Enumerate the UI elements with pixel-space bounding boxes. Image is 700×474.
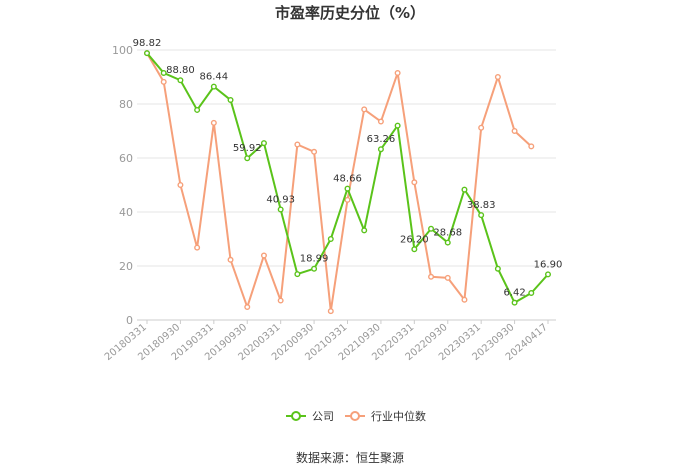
data-point bbox=[344, 185, 351, 192]
data-point bbox=[210, 119, 217, 126]
data-point bbox=[444, 239, 451, 246]
data-labels: 98.82 88.80 86.44 59.92 40.93 18.99 48.66 63.26… bbox=[133, 38, 563, 298]
data-label: 6.42 bbox=[503, 288, 525, 299]
data-label: 59.92 bbox=[233, 143, 262, 154]
data-point bbox=[294, 141, 301, 148]
data-point bbox=[428, 225, 435, 232]
data-point bbox=[461, 296, 468, 303]
data-point bbox=[511, 299, 518, 306]
y-tick-label: 100 bbox=[112, 44, 133, 57]
data-point bbox=[377, 118, 384, 125]
data-point bbox=[478, 124, 485, 131]
y-tick-label: 40 bbox=[119, 206, 133, 219]
data-point bbox=[227, 96, 234, 103]
data-point bbox=[528, 290, 535, 297]
legend-label: 行业中位数 bbox=[371, 409, 426, 423]
data-label: 18.99 bbox=[300, 254, 329, 265]
data-point bbox=[260, 140, 267, 147]
data-point bbox=[177, 181, 184, 188]
data-point bbox=[244, 304, 251, 311]
data-label: 26.20 bbox=[400, 234, 429, 245]
chart-title: 市盈率历史分位（%） bbox=[275, 4, 425, 22]
data-point bbox=[545, 271, 552, 278]
data-point bbox=[260, 252, 267, 259]
data-point bbox=[494, 73, 501, 80]
data-point bbox=[160, 78, 167, 85]
y-tick-label: 20 bbox=[119, 260, 133, 273]
data-point bbox=[177, 77, 184, 84]
data-label: 98.82 bbox=[133, 38, 162, 49]
data-point bbox=[377, 146, 384, 153]
legend-marker bbox=[291, 411, 301, 421]
y-tick-label: 0 bbox=[126, 314, 133, 327]
data-label: 16.90 bbox=[534, 259, 563, 270]
data-point bbox=[227, 256, 234, 263]
series-group bbox=[143, 50, 552, 315]
data-point bbox=[311, 265, 318, 272]
data-label: 48.66 bbox=[333, 174, 362, 185]
data-point bbox=[143, 50, 150, 57]
data-point bbox=[294, 271, 301, 278]
data-point bbox=[277, 297, 284, 304]
data-point bbox=[461, 186, 468, 193]
y-tick-label: 60 bbox=[119, 152, 133, 165]
data-point bbox=[478, 212, 485, 219]
data-point bbox=[394, 122, 401, 129]
data-point bbox=[344, 196, 351, 203]
source-note: 数据来源：恒生聚源 bbox=[296, 450, 404, 465]
data-label: 88.80 bbox=[166, 65, 195, 76]
data-point bbox=[361, 227, 368, 234]
data-point bbox=[210, 83, 217, 90]
data-point bbox=[327, 235, 334, 242]
legend-label: 公司 bbox=[312, 410, 334, 423]
y-tick-label: 80 bbox=[119, 98, 133, 111]
data-point bbox=[394, 69, 401, 76]
data-point bbox=[428, 273, 435, 280]
series-line bbox=[146, 52, 532, 313]
data-label: 40.93 bbox=[266, 194, 295, 205]
data-label: 63.26 bbox=[367, 134, 396, 145]
data-label: 28.68 bbox=[433, 228, 462, 239]
legend[interactable]: 公司 行业中位数 bbox=[286, 409, 426, 423]
data-label: 38.83 bbox=[467, 200, 496, 211]
data-point bbox=[244, 155, 251, 162]
data-point bbox=[194, 106, 201, 113]
legend-marker bbox=[350, 411, 360, 421]
data-label: 86.44 bbox=[200, 72, 229, 83]
x-axis: 2018033120180930201903312019093020200331… bbox=[103, 320, 550, 363]
data-point bbox=[361, 106, 368, 113]
data-point bbox=[444, 274, 451, 281]
data-point bbox=[277, 206, 284, 213]
data-point bbox=[311, 148, 318, 155]
y-axis: 0 20 40 60 80 100 bbox=[112, 44, 133, 327]
data-point bbox=[528, 143, 535, 150]
data-point bbox=[327, 308, 334, 315]
data-point bbox=[160, 69, 167, 76]
data-point bbox=[411, 179, 418, 186]
data-point bbox=[194, 244, 201, 251]
data-point bbox=[411, 246, 418, 253]
data-point bbox=[494, 265, 501, 272]
data-point bbox=[511, 127, 518, 134]
